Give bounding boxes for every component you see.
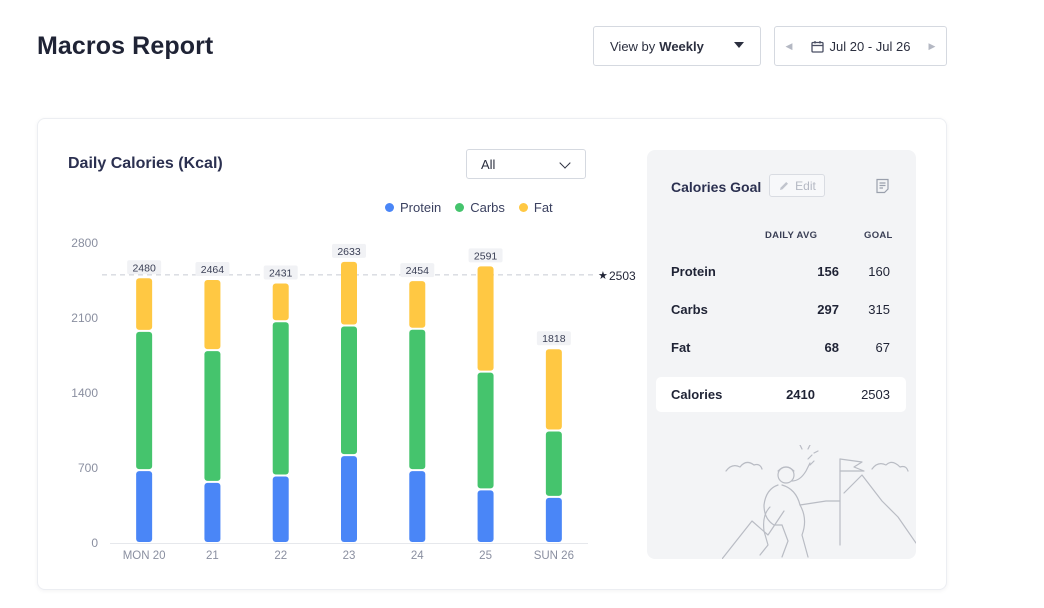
bar-segment-fat <box>545 349 562 430</box>
calories-daily-avg: 2410 <box>786 387 815 402</box>
caret-down-icon <box>734 42 744 48</box>
y-tick-label: 2100 <box>71 311 98 325</box>
bar-segment-fat <box>477 266 494 371</box>
view-by-dropdown[interactable]: View by Weekly <box>593 26 761 66</box>
bar-segment-carbs <box>545 431 562 496</box>
legend-label-fat: Fat <box>533 200 553 215</box>
bar-segment-fat <box>341 261 357 325</box>
legend-item-carbs[interactable]: Carbs <box>455 200 505 215</box>
chart-title: Daily Calories (Kcal) <box>68 155 223 172</box>
total-badge <box>127 260 162 275</box>
bar-segment-fat <box>136 278 153 330</box>
x-tick-label: 23 <box>343 550 356 562</box>
x-tick-label: 21 <box>206 550 219 562</box>
bar-segment-carbs <box>272 322 289 475</box>
x-tick-label: MON 20 <box>123 550 166 562</box>
fat-legend-dot <box>518 203 528 212</box>
chart-legend: Protein Carbs Fat <box>385 200 553 215</box>
goal-line-label: 2503 <box>609 269 636 283</box>
page-title: Macros Report <box>37 32 214 60</box>
total-badge <box>468 248 503 263</box>
bar-segment-protein <box>477 490 494 542</box>
bar-segment-protein <box>341 456 357 542</box>
x-tick-label: 22 <box>274 550 287 562</box>
total-badge <box>536 331 571 346</box>
chevron-down-icon <box>559 157 571 169</box>
date-range-picker[interactable]: ◀ Jul 20 - Jul 26 ▶ <box>774 26 947 66</box>
bar-segment-carbs <box>136 331 153 470</box>
y-tick-label: 700 <box>78 461 98 475</box>
legend-label-protein: Protein <box>400 200 442 215</box>
x-tick-label: 24 <box>411 550 424 562</box>
calories-goal-value: 2503 <box>861 387 890 402</box>
bar-segment-protein <box>409 471 426 542</box>
total-label: 2454 <box>406 265 430 277</box>
carbs-legend-dot <box>455 203 465 212</box>
calendar-icon <box>810 40 824 53</box>
pencil-icon <box>780 181 789 190</box>
total-label: 2464 <box>201 264 225 276</box>
goal-column-header: GOAL <box>864 230 893 241</box>
bar-segment-fat <box>409 281 426 328</box>
bar-segment-fat <box>272 283 289 321</box>
bar-segment-carbs <box>341 326 357 455</box>
date-range-label: Jul 20 - Jul 26 <box>829 38 911 54</box>
calories-total-row: Calories 2410 2503 <box>656 377 906 412</box>
macro-label: Fat <box>671 340 691 355</box>
macro-goal: 67 <box>875 340 890 355</box>
legend-label-carbs: Carbs <box>470 200 505 215</box>
bar-segment-carbs <box>204 351 221 481</box>
bar-segment-fat <box>204 280 221 350</box>
edit-label: Edit <box>795 178 816 193</box>
macro-filter-dropdown[interactable]: All <box>466 149 586 179</box>
next-week-button[interactable]: ▶ <box>918 27 946 65</box>
total-badge <box>195 262 230 276</box>
macro-label: Protein <box>671 264 716 279</box>
chevron-right-icon: ▶ <box>928 40 936 51</box>
notes-icon[interactable] <box>875 178 890 194</box>
view-by-prefix: View by <box>610 38 656 54</box>
chevron-left-icon: ◀ <box>785 40 793 51</box>
macro-daily-avg: 297 <box>817 302 839 317</box>
macro-goal: 160 <box>868 264 890 279</box>
macro-goal: 315 <box>868 302 890 317</box>
bar-segment-protein <box>136 471 153 542</box>
macro-daily-avg: 156 <box>817 264 839 279</box>
total-label: 2633 <box>337 246 361 258</box>
daily-calories-chart: 0 700 1400 2100 2800 ★ 2503 2480 MON 20 2464 21 243… <box>71 236 636 562</box>
total-label: 2480 <box>132 262 156 274</box>
y-tick-label: 0 <box>91 536 98 550</box>
macro-filter-value: All <box>481 156 496 172</box>
bar-segment-carbs <box>409 329 426 470</box>
legend-item-protein[interactable]: Protein <box>385 200 441 215</box>
x-tick-label: SUN 26 <box>534 550 574 562</box>
protein-legend-dot <box>385 203 394 212</box>
previous-week-button[interactable]: ◀ <box>775 27 803 65</box>
bar-segment-protein <box>272 476 289 542</box>
total-label: 2431 <box>269 268 293 280</box>
view-by-value: Weekly <box>659 38 704 54</box>
calories-label: Calories <box>671 387 723 402</box>
y-tick-label: 1400 <box>71 386 98 400</box>
total-badge <box>332 243 366 258</box>
total-badge <box>400 263 435 278</box>
y-tick-label: 2800 <box>71 236 98 250</box>
daily-avg-column-header: DAILY AVG <box>765 230 818 241</box>
date-range-display[interactable]: Jul 20 - Jul 26 <box>803 39 918 54</box>
star-icon: ★ <box>598 269 608 282</box>
calories-goal-title: Calories Goal <box>671 179 762 195</box>
legend-item-fat[interactable]: Fat <box>518 200 553 215</box>
edit-goal-button[interactable]: Edit <box>769 174 825 197</box>
bar-segment-carbs <box>477 372 494 489</box>
macro-label: Carbs <box>671 302 708 317</box>
x-tick-label: 25 <box>479 550 492 562</box>
total-badge <box>263 265 298 280</box>
bar-segment-protein <box>545 497 562 542</box>
calories-goal-panel: Calories Goal Edit DAILY AVG GOAL Protei… <box>647 150 916 559</box>
total-label: 2591 <box>474 250 498 262</box>
total-label: 1818 <box>542 333 566 345</box>
macro-daily-avg: 68 <box>824 340 839 355</box>
bar-segment-protein <box>204 482 221 542</box>
hiker-summit-illustration <box>722 445 916 559</box>
